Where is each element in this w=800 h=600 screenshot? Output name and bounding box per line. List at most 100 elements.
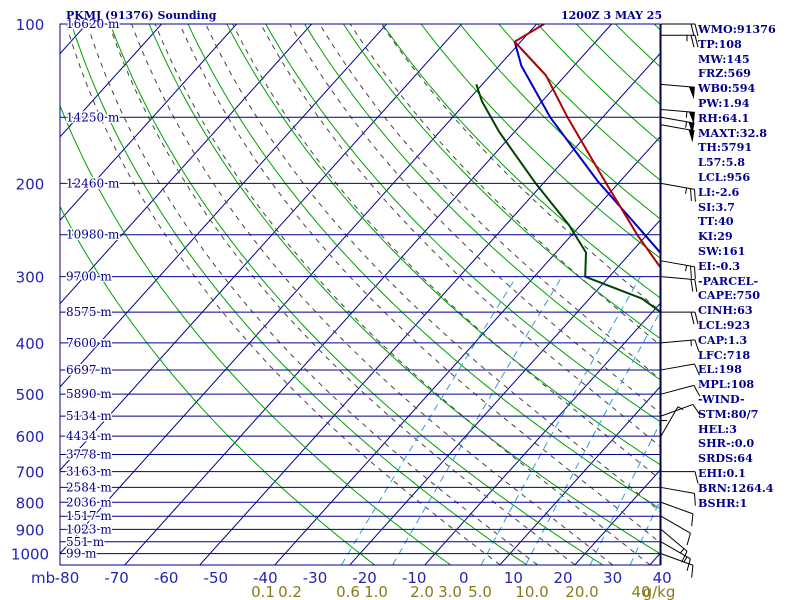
height-label: 1023 m bbox=[66, 522, 112, 536]
temperature-line bbox=[513, 24, 660, 269]
moist-adiabat bbox=[289, 24, 660, 414]
isotherm bbox=[60, 24, 538, 555]
wind-barb bbox=[660, 541, 691, 571]
wind-barb bbox=[660, 553, 694, 578]
height-label: 5134 m bbox=[66, 409, 112, 423]
index-li: LI:-2.6 bbox=[698, 184, 740, 199]
index-ei: EI:-0.3 bbox=[698, 258, 740, 273]
mixing-ratio-label: 1.0 bbox=[364, 583, 388, 600]
moist-adiabat bbox=[205, 24, 660, 513]
isotherm bbox=[349, 219, 660, 565]
index-srds: SRDS:64 bbox=[698, 451, 753, 466]
mixing-ratio-label: 20.0 bbox=[565, 583, 598, 600]
height-label: 10980 m bbox=[66, 228, 120, 242]
wind-barb bbox=[661, 23, 699, 37]
plot-border bbox=[59, 23, 661, 566]
dry-adiabat bbox=[60, 205, 375, 565]
wind-barb bbox=[660, 260, 696, 280]
wind-barb bbox=[661, 471, 699, 484]
pressure-tick-label: 300 bbox=[16, 269, 45, 287]
height-label: 14250 m bbox=[66, 110, 120, 124]
temperature-tick-label: -60 bbox=[154, 569, 179, 587]
isotherm bbox=[574, 469, 660, 565]
height-label: 4434 m bbox=[66, 429, 112, 443]
mixing-ratio-label: 40 bbox=[631, 583, 650, 600]
wind-header: -WIND- bbox=[698, 391, 745, 406]
height-label: 1517 m bbox=[66, 509, 112, 523]
wind-barb bbox=[660, 116, 695, 135]
index-cap: CAP:1.3 bbox=[698, 332, 748, 347]
mixing-ratio-label: 10.0 bbox=[515, 583, 548, 600]
mixing-ratio-line bbox=[525, 311, 660, 565]
temperature-tick-label: -50 bbox=[204, 569, 229, 587]
isotherm bbox=[124, 24, 613, 565]
isotherm bbox=[199, 52, 660, 565]
pressure-tick-label: 200 bbox=[16, 175, 45, 193]
index-sw: SW:161 bbox=[698, 243, 746, 258]
height-label: 2584 m bbox=[66, 480, 112, 494]
index-tt: TT:40 bbox=[698, 214, 734, 229]
moist-adiabat bbox=[179, 24, 660, 544]
pressure-tick-label: 400 bbox=[16, 335, 45, 353]
isotherm bbox=[274, 136, 660, 565]
moist-adiabat bbox=[86, 24, 538, 565]
height-label: 5890 m bbox=[66, 387, 112, 401]
temperature-tick-label: 40 bbox=[653, 569, 672, 587]
index-l57: L57:5.8 bbox=[698, 155, 746, 170]
wind-barb bbox=[660, 124, 695, 143]
height-label: 6697 m bbox=[66, 363, 112, 377]
temperature-tick-label: -20 bbox=[352, 569, 377, 587]
wind-barb bbox=[661, 34, 699, 48]
height-label: 8575 m bbox=[66, 305, 112, 319]
height-label: 3778 m bbox=[66, 448, 112, 462]
wind-barb bbox=[661, 311, 699, 325]
wind-barb bbox=[660, 182, 696, 202]
dry-adiabat bbox=[381, 24, 660, 299]
isotherm bbox=[60, 24, 238, 222]
isotherm bbox=[60, 24, 313, 305]
index-cinh: CINH:63 bbox=[698, 303, 753, 318]
temperature-tick-label: -30 bbox=[303, 569, 328, 587]
station-title: PKMJ (91376) Sounding bbox=[66, 9, 217, 22]
mixing-ratio-label: 2.0 bbox=[410, 583, 434, 600]
indices-panel: WMO:91376 TP:108 MW:145 FRZ:569 WB0:594 … bbox=[698, 22, 776, 510]
wind-barbs bbox=[660, 23, 701, 578]
height-label: 16620 m bbox=[66, 17, 120, 31]
index-tp: TP:108 bbox=[698, 36, 742, 51]
index-th: TH:5791 bbox=[698, 140, 753, 155]
pressure-tick-label: 900 bbox=[16, 521, 45, 539]
index-frz: FRZ:569 bbox=[698, 66, 751, 81]
index-ehi: EHI:0.1 bbox=[698, 465, 746, 480]
wind-barb bbox=[660, 406, 684, 437]
temperature-tick-label: 30 bbox=[603, 569, 622, 587]
height-label: 3163 m bbox=[66, 465, 112, 479]
index-lcl: LCL:956 bbox=[698, 169, 751, 184]
index-cape: CAPE:750 bbox=[698, 288, 761, 303]
dry-adiabat bbox=[303, 24, 660, 381]
dry-adiabat bbox=[60, 104, 451, 565]
index-stm: STM:80/7 bbox=[698, 406, 759, 421]
mixing-ratio-line bbox=[589, 422, 660, 565]
pressure-tick-label: 800 bbox=[16, 494, 45, 512]
pressure-tick-label: 600 bbox=[16, 428, 45, 446]
index-maxt: MAXT:32.8 bbox=[698, 125, 768, 140]
height-label: 99 m bbox=[66, 547, 97, 561]
mixing-ratio-label: g/kg bbox=[643, 583, 676, 600]
pressure-tick-label: 700 bbox=[16, 464, 45, 482]
pressure-tick-label: 100 bbox=[16, 16, 45, 34]
dry-adiabat bbox=[70, 24, 527, 565]
wind-barb bbox=[660, 403, 701, 417]
wind-barb bbox=[660, 420, 667, 455]
temperature-tick-label: -80 bbox=[55, 569, 80, 587]
moist-adiabat bbox=[108, 24, 576, 565]
isotherm bbox=[499, 386, 660, 565]
dry-adiabat bbox=[226, 24, 660, 466]
index-el: EL:198 bbox=[698, 362, 742, 377]
index-brn: BRN:1264.4 bbox=[698, 480, 774, 495]
index-wb0: WB0:594 bbox=[698, 81, 756, 96]
index-mw: MW:145 bbox=[698, 51, 750, 66]
temperature-tick-label: -40 bbox=[253, 569, 278, 587]
mixing-ratio-line bbox=[341, 276, 517, 565]
moist-adiabat bbox=[65, 24, 501, 565]
